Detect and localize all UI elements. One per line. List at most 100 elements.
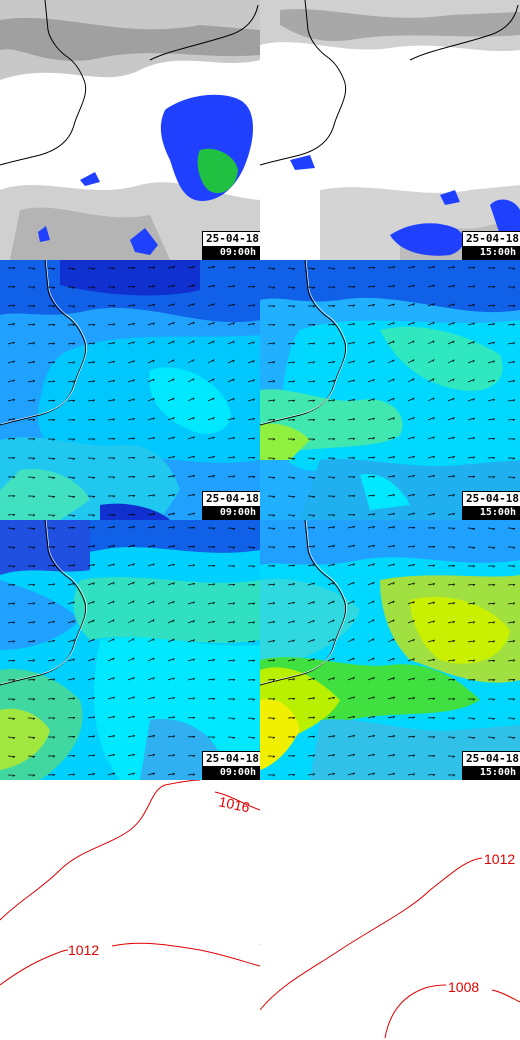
wind-arrow (507, 640, 515, 643)
wind-arrow-head (32, 305, 36, 308)
wind-arrow-head (252, 602, 256, 605)
wind-arrow-head (352, 526, 356, 529)
wind-arrow-head (172, 417, 175, 420)
wind-arrow (407, 340, 415, 345)
wind-arrow (227, 340, 235, 345)
wind-arrow (267, 361, 275, 364)
wind-arrow (207, 266, 215, 269)
wind-arrow (187, 436, 195, 440)
wind-arrow-head (152, 266, 156, 269)
wind-arrow-head (252, 418, 256, 421)
wind-arrow-head (472, 398, 475, 401)
wind-arrow (147, 456, 155, 459)
wind-arrow (467, 527, 476, 529)
wind-arrow-head (272, 774, 276, 777)
wind-arrow-head (312, 361, 316, 364)
wind-arrow-head (52, 342, 56, 345)
wind-arrow (307, 564, 315, 567)
wind-arrow (127, 753, 135, 757)
wind-arrow-head (352, 753, 356, 757)
wind-arrow-head (312, 305, 316, 308)
wind-arrow-head (12, 659, 16, 662)
wind-arrow (227, 475, 235, 478)
wind-arrow-head (232, 528, 236, 530)
wind-arrow-head (492, 304, 496, 307)
wind-arrow-head (152, 378, 155, 382)
wind-arrow (267, 602, 275, 605)
wind-arrow-head (72, 438, 76, 441)
wind-arrow-head (112, 514, 116, 517)
wind-arrow (387, 657, 395, 662)
wind-arrow-head (232, 303, 235, 307)
wind-arrow (7, 341, 15, 345)
wind-arrow-head (392, 340, 395, 344)
wind-arrow (147, 322, 155, 326)
wind-arrow (67, 697, 75, 700)
wind-arrow-head (52, 698, 56, 701)
wind-arrow (307, 526, 315, 529)
wind-arrow (427, 474, 435, 478)
wind-arrow (367, 513, 375, 516)
wind-arrow (27, 621, 35, 624)
wind-arrow (127, 476, 136, 478)
wind-arrow (367, 341, 375, 345)
wind-arrow (487, 640, 495, 643)
wind-arrow (427, 416, 435, 421)
wind-arrow (267, 678, 276, 681)
wind-arrow (187, 303, 195, 307)
wind-arrow-head (412, 303, 415, 306)
wind-arrow-head (492, 360, 495, 363)
wind-arrow-head (132, 563, 135, 566)
wind-arrow-head (112, 342, 116, 345)
wind-arrow-head (72, 419, 76, 422)
wind-arrow-head (272, 640, 276, 643)
wind-arrow-head (72, 755, 76, 758)
wind-arrow-head (372, 417, 375, 421)
wind-arrow (7, 736, 16, 739)
wind-arrow-head (412, 754, 416, 757)
wind-arrow-head (12, 621, 16, 624)
wind-arrow (187, 474, 195, 478)
wind-arrow-head (192, 773, 196, 776)
wind-arrow (27, 736, 36, 738)
wind-arrow-head (432, 378, 435, 381)
wind-arrow-head (32, 602, 36, 605)
wind-arrow-head (392, 526, 396, 529)
wind-arrow (507, 342, 515, 345)
wind-arrow (407, 303, 415, 307)
wind-arrow (187, 620, 195, 624)
wind-arrow-head (32, 267, 36, 270)
wind-arrow (467, 621, 475, 624)
wind-arrow (367, 417, 375, 421)
wind-arrow (147, 513, 155, 516)
wind-arrow-head (472, 547, 476, 549)
wind-arrow-head (392, 716, 396, 719)
wind-arrow (107, 399, 115, 402)
wind-arrow (187, 378, 195, 383)
wind-arrow-head (352, 696, 355, 699)
wind-arrow-head (52, 736, 56, 739)
wind-arrow (387, 754, 395, 757)
wind-arrow (147, 436, 155, 440)
wind-arrow-head (152, 772, 155, 776)
wind-arrow (247, 640, 255, 643)
wind-arrow-head (452, 475, 456, 478)
wind-arrow-head (312, 716, 316, 719)
time-label: 09:00h (202, 246, 260, 260)
wind-arrow-head (412, 378, 415, 381)
wind-arrow-head (92, 342, 96, 345)
wind-arrow-head (512, 698, 516, 701)
wind-arrow (267, 323, 276, 326)
wind-arrow (67, 267, 76, 270)
timestamp-label: 25-04-18 15:00h (462, 491, 520, 520)
wind-arrow-head (252, 698, 256, 701)
wind-arrow-head (352, 735, 356, 738)
wind-arrow (447, 475, 455, 478)
wind-arrow-head (432, 436, 435, 439)
wind-arrow-head (52, 717, 56, 720)
wind-arrow-head (332, 657, 335, 661)
wind-arrow-head (292, 399, 296, 402)
wind-arrow (107, 438, 116, 440)
wind-arrow-head (212, 436, 215, 440)
wind-arrow (127, 267, 136, 269)
